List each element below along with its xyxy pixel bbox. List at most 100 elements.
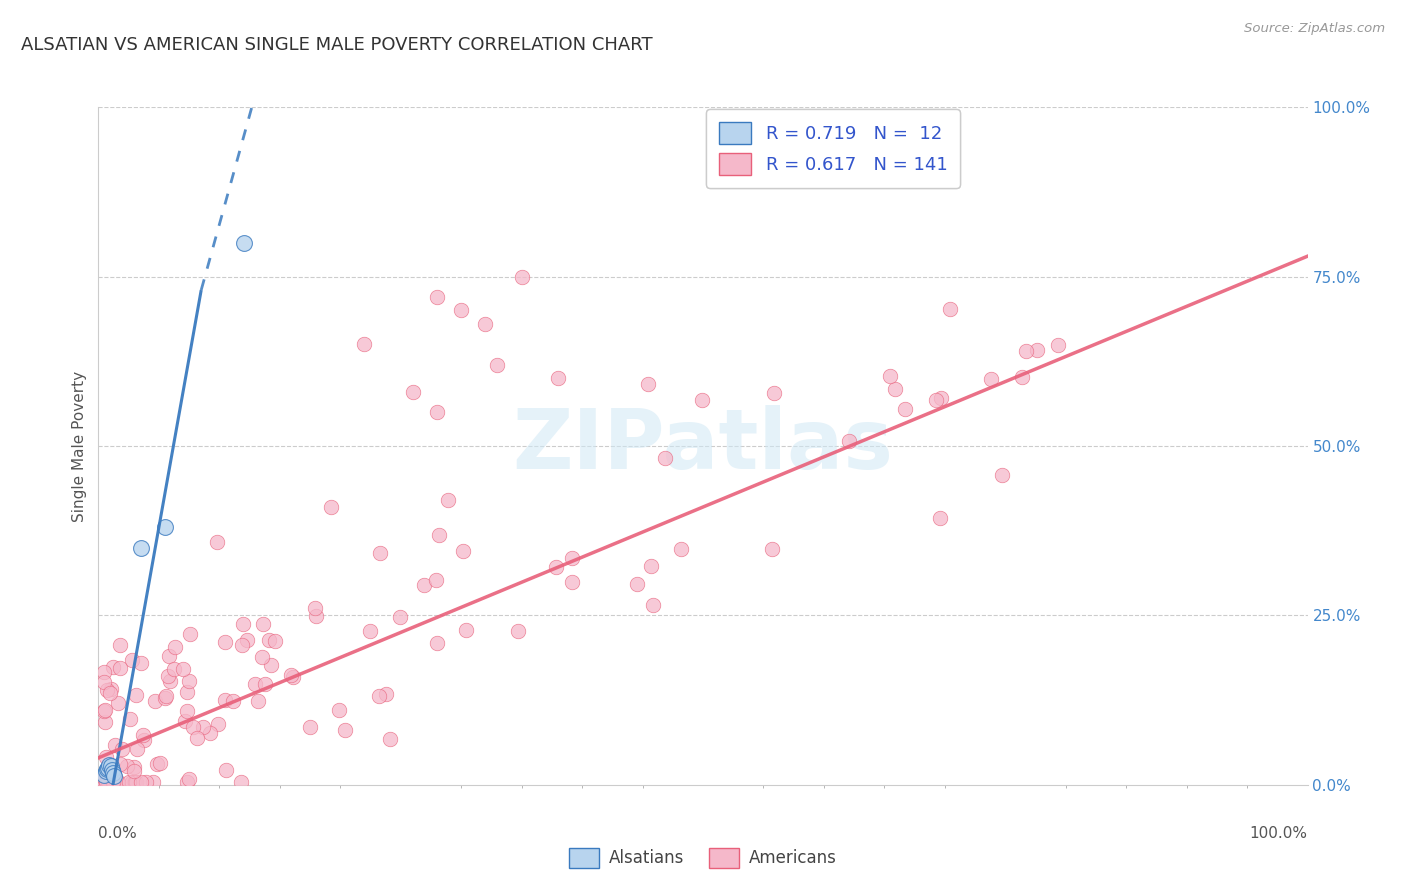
Point — [1025, 343, 1047, 357]
Point — [98, 686, 121, 700]
Point — [641, 599, 664, 613]
Point — [100, 681, 122, 696]
Point — [413, 578, 436, 592]
Point — [763, 386, 786, 401]
Point — [129, 541, 152, 555]
Point — [654, 451, 676, 466]
Point — [247, 694, 270, 708]
Point — [121, 774, 143, 789]
Point — [980, 372, 1002, 386]
Point — [640, 558, 662, 573]
Point — [260, 658, 283, 673]
Point — [319, 500, 342, 514]
Point — [125, 774, 148, 789]
Text: 100.0%: 100.0% — [1250, 826, 1308, 840]
Point — [176, 685, 198, 699]
Point — [426, 636, 449, 650]
Point — [879, 369, 901, 384]
Point — [506, 624, 529, 638]
Point — [107, 774, 129, 789]
Point — [100, 763, 122, 777]
Point — [1047, 338, 1070, 352]
Point — [193, 720, 215, 734]
Point — [838, 434, 860, 448]
Point — [669, 541, 692, 556]
Point — [426, 405, 449, 419]
Point — [929, 391, 952, 405]
Point — [96, 683, 118, 698]
Point — [142, 774, 165, 789]
Point — [100, 759, 122, 773]
Point — [108, 661, 131, 675]
Point — [328, 703, 350, 717]
Point — [925, 393, 948, 408]
Point — [359, 624, 381, 639]
Point — [93, 771, 115, 785]
Point — [257, 633, 280, 648]
Point — [93, 774, 115, 789]
Point — [174, 714, 197, 729]
Point — [250, 650, 273, 665]
Point — [120, 712, 142, 726]
Point — [298, 720, 321, 734]
Point — [121, 652, 143, 666]
Point — [561, 551, 583, 566]
Point — [101, 774, 124, 789]
Point — [117, 758, 139, 772]
Point — [155, 690, 177, 704]
Point — [104, 771, 127, 785]
Point — [368, 546, 391, 560]
Point — [281, 670, 304, 684]
Point — [124, 774, 146, 789]
Point — [93, 774, 115, 789]
Point — [97, 761, 120, 775]
Point — [263, 634, 285, 648]
Text: ALSATIAN VS AMERICAN SINGLE MALE POVERTY CORRELATION CHART: ALSATIAN VS AMERICAN SINGLE MALE POVERTY… — [21, 36, 652, 54]
Point — [368, 689, 391, 703]
Point — [179, 627, 201, 641]
Point — [101, 660, 124, 674]
Point — [252, 617, 274, 632]
Point — [231, 638, 253, 652]
Point — [389, 610, 412, 624]
Point — [94, 750, 117, 764]
Point — [124, 764, 146, 778]
Point — [94, 774, 117, 789]
Point — [280, 668, 302, 682]
Point — [159, 648, 181, 663]
Point — [254, 676, 277, 690]
Point — [436, 493, 458, 508]
Point — [135, 774, 157, 789]
Point — [198, 726, 221, 740]
Point — [176, 774, 198, 789]
Point — [107, 774, 129, 789]
Point — [93, 674, 115, 689]
Point — [107, 696, 129, 710]
Point — [451, 544, 474, 558]
Point — [486, 358, 509, 372]
Point — [690, 392, 713, 407]
Point — [118, 774, 141, 789]
Point — [94, 703, 117, 717]
Point — [125, 688, 148, 702]
Point — [181, 720, 204, 734]
Point — [97, 774, 120, 789]
Point — [103, 769, 125, 783]
Point — [101, 765, 124, 780]
Point — [149, 756, 172, 771]
Point — [186, 731, 208, 745]
Point — [544, 559, 567, 574]
Point — [425, 573, 447, 587]
Point — [105, 774, 128, 789]
Point — [427, 528, 450, 542]
Point — [378, 732, 401, 747]
Point — [163, 640, 186, 654]
Point — [163, 662, 186, 676]
Point — [232, 616, 254, 631]
Point — [172, 662, 194, 676]
Point — [129, 656, 152, 670]
Point — [375, 687, 398, 701]
Point — [157, 668, 180, 682]
Point — [626, 577, 648, 591]
Point — [547, 371, 569, 385]
